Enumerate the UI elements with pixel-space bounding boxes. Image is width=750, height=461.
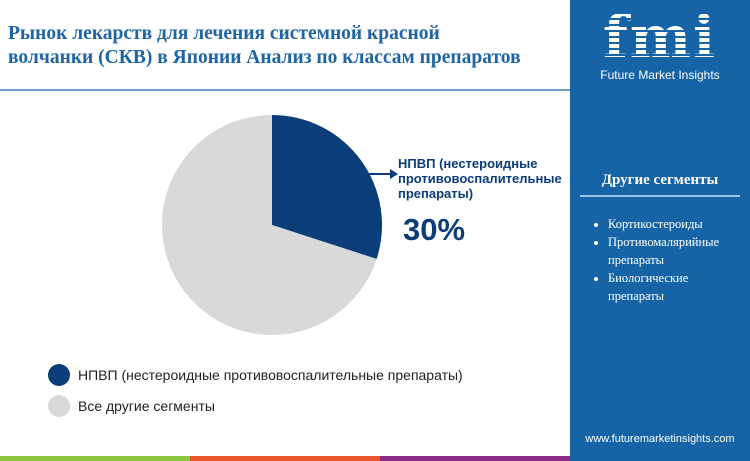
segment-item: Кортикостероиды xyxy=(608,215,733,233)
segment-item: Биологические препараты xyxy=(608,269,718,305)
legend-swatch xyxy=(48,364,70,386)
stripe-orange xyxy=(190,456,380,461)
pie-chart xyxy=(162,115,398,335)
callout-label: НПВП (нестероидные противовоспалительные… xyxy=(398,156,562,201)
logo-mark: fmi xyxy=(570,8,750,66)
stripe-green xyxy=(0,456,190,461)
segments-divider xyxy=(580,195,740,197)
sidebar: fmi Future Market Insights Другие сегмен… xyxy=(570,0,750,461)
legend-item-nsaid: НПВП (нестероидные противовоспалительные… xyxy=(48,364,463,386)
page-title: Рынок лекарств для лечения системной кра… xyxy=(8,22,568,70)
legend-label: НПВП (нестероидные противовоспалительные… xyxy=(78,367,463,383)
callout-line-3: препараты) xyxy=(398,186,474,201)
callout-arrow-icon xyxy=(390,169,398,179)
segments-title: Другие сегменты xyxy=(601,172,719,188)
legend-label: Все другие сегменты xyxy=(78,398,215,414)
title-line-2: волчанки (СКВ) в Японии Анализ по класса… xyxy=(8,47,521,68)
title-line-1: Рынок лекарств для лечения системной кра… xyxy=(8,23,440,44)
stripe-purple xyxy=(380,456,570,461)
legend-item-others: Все другие сегменты xyxy=(48,395,215,417)
callout-line-2: противовоспалительные xyxy=(398,171,562,186)
pie-slice-0 xyxy=(272,115,382,259)
pie-slice-1 xyxy=(162,115,377,335)
fmi-logo: fmi Future Market Insights xyxy=(570,8,750,82)
legend-swatch xyxy=(48,395,70,417)
divider xyxy=(0,89,570,91)
segments-list: Кортикостероиды Противомалярийные препар… xyxy=(590,215,733,305)
callout-value: 30% xyxy=(403,212,466,247)
website-url: www.futuremarketinsights.com xyxy=(585,433,735,445)
callout-line-1: НПВП (нестероидные xyxy=(398,156,538,171)
logo-text: Future Market Insights xyxy=(600,68,720,82)
segment-item: Противомалярийные препараты xyxy=(608,233,733,269)
